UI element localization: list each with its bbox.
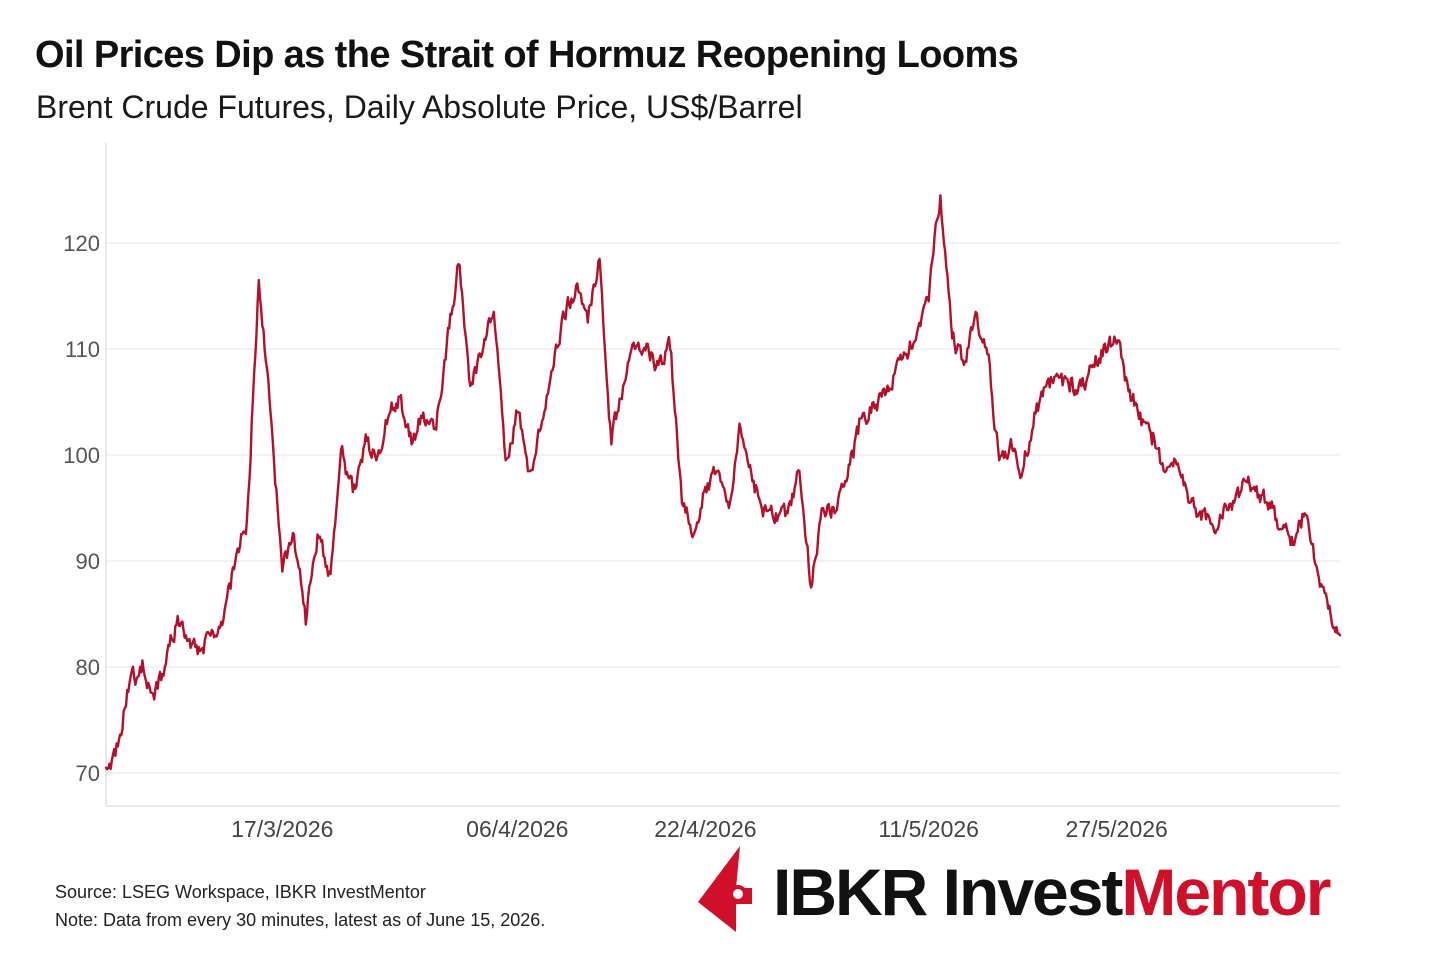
brand-name-ibkr: IBKR Invest: [773, 855, 1123, 929]
brand-name-mentor: Mentor: [1121, 855, 1331, 929]
series-layer: [104, 194, 1342, 771]
x-tick-label: 22/4/2026: [654, 816, 756, 842]
chart-title: Oil Prices Dip as the Strait of Hormuz R…: [35, 34, 1019, 76]
data-note: Note: Data from every 30 minutes, latest…: [55, 910, 546, 930]
brent-price-line: [104, 194, 1342, 771]
source-note: Source: LSEG Workspace, IBKR InvestMento…: [55, 882, 426, 902]
brand-logo: IBKR InvestMentor: [698, 846, 1358, 936]
ibkr-flag-icon: [698, 846, 752, 932]
chart-subtitle: Brent Crude Futures, Daily Absolute Pric…: [36, 89, 803, 125]
y-tick-label: 100: [63, 443, 100, 468]
brand-name: IBKR InvestMentor: [773, 852, 1331, 932]
x-tick-label: 06/4/2026: [466, 816, 568, 842]
y-tick-label: 110: [65, 337, 100, 362]
grid-lines: [106, 242, 1340, 774]
axes: [105, 143, 1340, 807]
y-axis-ticks: 70 80 90 100 110 120: [63, 231, 100, 786]
x-tick-label: 27/5/2026: [1066, 816, 1168, 842]
y-tick-label: 90: [76, 549, 100, 574]
footnotes: Source: LSEG Workspace, IBKR InvestMento…: [55, 878, 545, 934]
x-tick-label: 17/3/2026: [231, 816, 333, 842]
y-tick-label: 120: [63, 231, 100, 256]
y-tick-label: 80: [76, 655, 100, 680]
x-tick-label: 11/5/2026: [878, 816, 979, 842]
y-tick-label: 70: [76, 761, 100, 786]
x-axis-ticks: 17/3/2026 06/4/2026 22/4/2026 11/5/2026 27/5…: [231, 816, 1168, 842]
